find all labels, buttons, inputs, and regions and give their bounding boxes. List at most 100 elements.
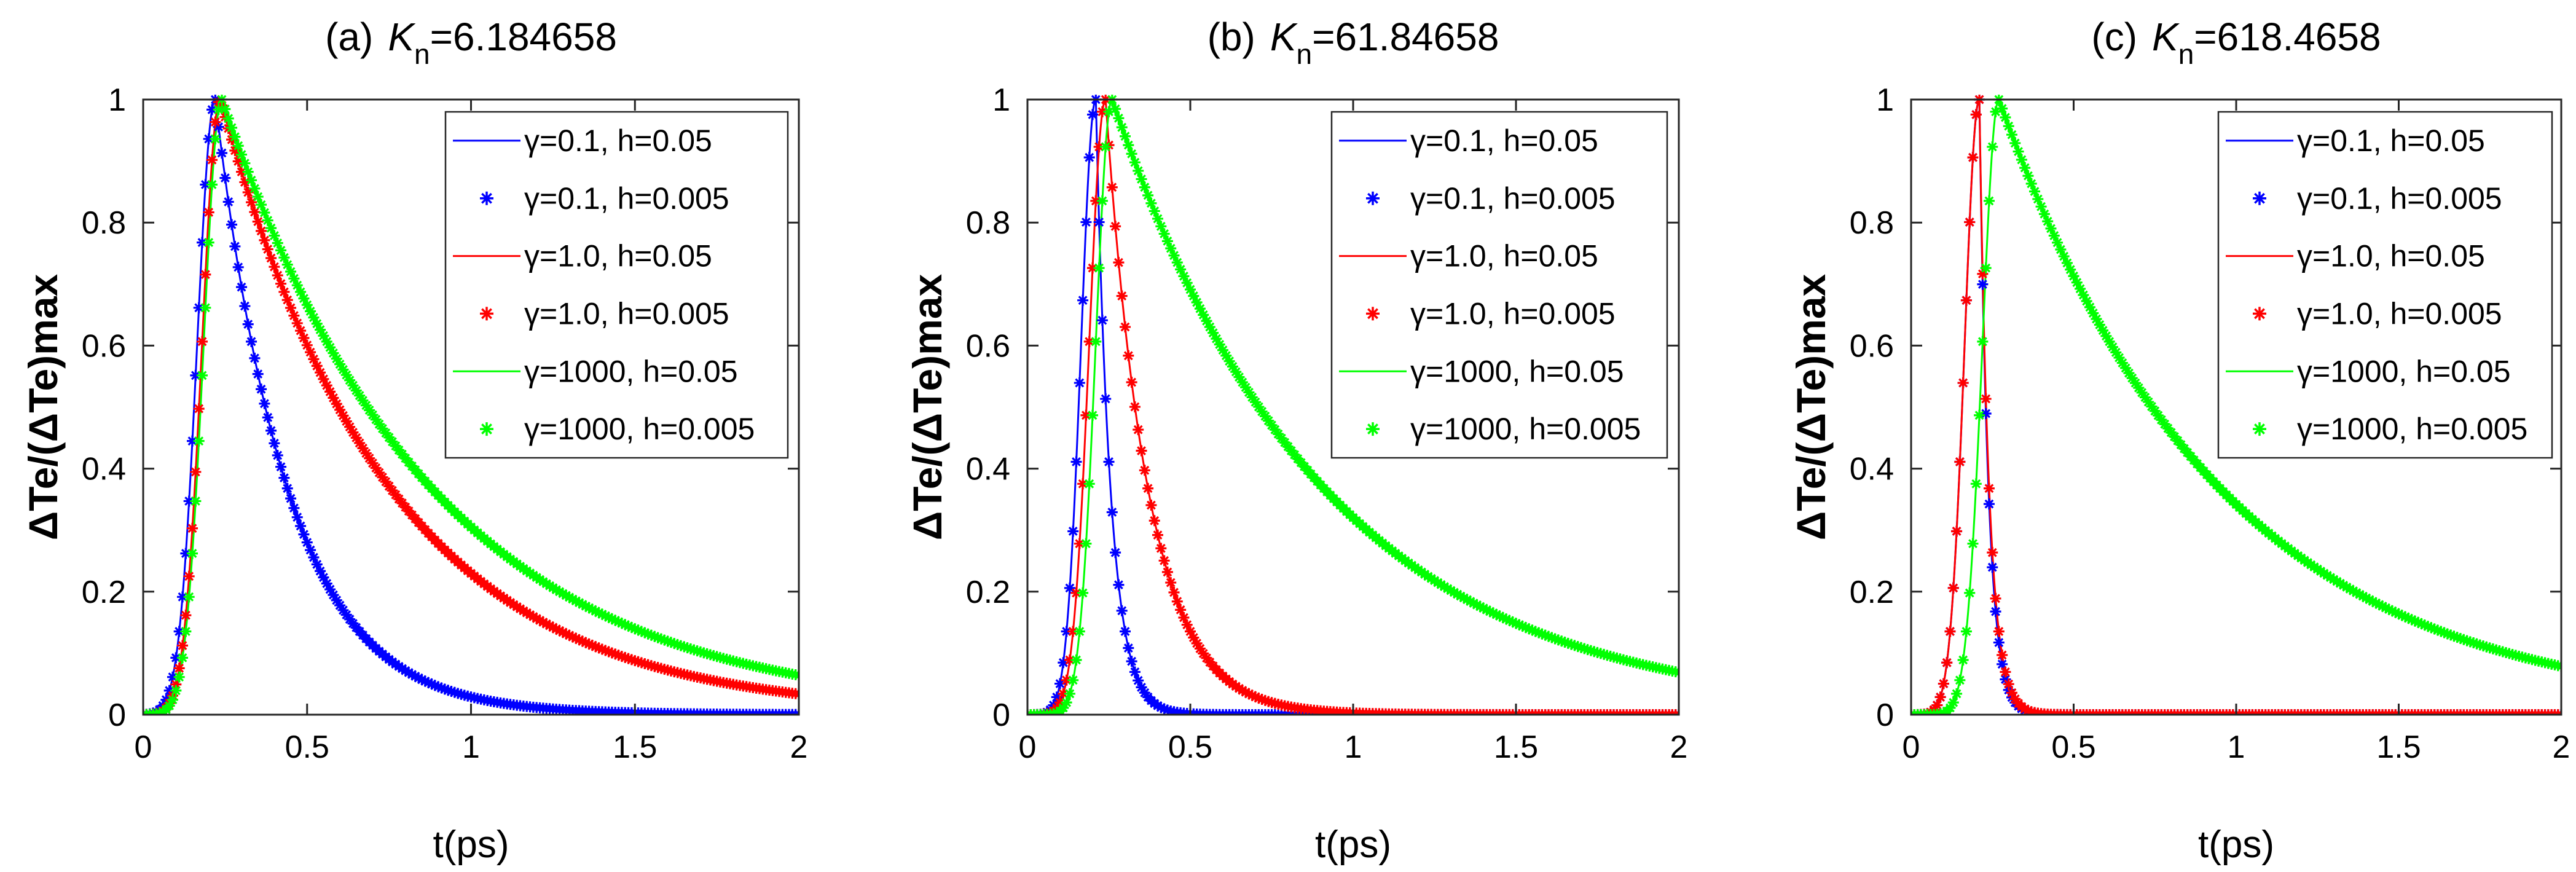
legend-marker-sample <box>2253 422 2266 436</box>
data-point <box>2425 622 2437 634</box>
data-point <box>337 604 349 616</box>
y-tick-label: 1 <box>992 82 1010 118</box>
data-point <box>2133 382 2145 394</box>
data-point <box>2383 603 2395 615</box>
data-point <box>616 651 627 662</box>
data-point <box>1256 406 1268 417</box>
data-point <box>1494 610 1506 622</box>
title-subscript: n <box>1297 38 1313 70</box>
data-point <box>449 686 460 698</box>
data-point <box>1074 626 1085 637</box>
legend: γ=0.1, h=0.05 γ=0.1, h=0.005 γ=1.0, h=0.05… <box>444 111 789 459</box>
data-point <box>665 637 677 648</box>
data-point <box>236 166 248 178</box>
data-point <box>334 600 346 611</box>
data-point <box>645 629 657 641</box>
data-point <box>2396 610 2408 621</box>
data-point <box>1259 694 1271 706</box>
data-point <box>1983 482 1995 494</box>
data-point <box>1478 602 1489 614</box>
data-point <box>259 398 270 409</box>
data-point <box>1142 189 1154 201</box>
data-point <box>2393 608 2405 619</box>
data-point <box>1208 327 1219 339</box>
data-point <box>213 121 224 133</box>
data-point <box>1941 657 1953 669</box>
data-point <box>321 380 332 391</box>
data-point <box>265 222 277 234</box>
data-point <box>1096 315 1108 326</box>
data-point <box>249 206 261 218</box>
data-point <box>193 435 205 447</box>
data-point <box>1974 409 1985 421</box>
legend-entry-label: γ=1.0, h=0.005 <box>1410 296 1616 331</box>
data-point <box>426 678 438 690</box>
data-point <box>1559 637 1571 648</box>
y-tick-label: 0 <box>992 697 1010 733</box>
data-point <box>1126 148 1137 160</box>
data-point <box>1090 195 1102 206</box>
data-point <box>2390 607 2401 618</box>
data-point <box>2461 635 2473 646</box>
data-point <box>170 685 182 696</box>
y-tick-label: 0.4 <box>82 452 126 487</box>
data-point <box>2432 624 2443 636</box>
data-point <box>340 415 352 427</box>
data-point <box>265 425 277 436</box>
data-point <box>1481 604 1493 616</box>
data-point <box>1165 577 1177 589</box>
data-point <box>610 615 621 626</box>
data-point <box>1243 387 1255 398</box>
data-point <box>1517 620 1528 632</box>
data-point <box>1214 339 1225 350</box>
data-point <box>167 671 179 683</box>
data-point <box>242 186 254 198</box>
data-point <box>1569 640 1581 651</box>
data-point <box>177 640 189 651</box>
data-point <box>1223 355 1235 367</box>
data-point <box>570 595 582 607</box>
data-point <box>2136 387 2148 398</box>
data-point <box>256 225 267 237</box>
data-point <box>190 369 202 381</box>
data-point <box>324 386 336 398</box>
data-point <box>2344 583 2356 595</box>
data-point <box>1188 290 1200 302</box>
x-tick-label: 2 <box>790 729 808 765</box>
legend-entry-label: γ=0.1, h=0.05 <box>524 124 712 158</box>
data-point <box>416 674 428 685</box>
data-point <box>1233 371 1245 383</box>
data-point <box>1468 597 1480 609</box>
data-point <box>2042 216 2054 227</box>
data-point <box>1990 592 2001 604</box>
series-markers-5 <box>1911 95 2561 715</box>
data-point <box>1087 262 1098 274</box>
data-point <box>344 421 356 433</box>
data-point <box>308 552 320 564</box>
data-point <box>1116 605 1128 616</box>
data-point <box>626 622 637 634</box>
data-point <box>187 522 198 534</box>
legend-marker-sample <box>2253 307 2266 321</box>
data-point <box>1103 456 1115 468</box>
data-point <box>1067 525 1079 537</box>
data-point <box>318 373 329 385</box>
data-point <box>1964 587 1976 599</box>
data-point <box>691 645 703 657</box>
data-point <box>2478 640 2489 652</box>
data-point <box>1983 498 1995 510</box>
data-point <box>1116 122 1128 133</box>
legend-entry-label: γ=0.1, h=0.05 <box>1410 124 1598 158</box>
data-point <box>1970 109 1982 120</box>
data-point <box>409 670 421 682</box>
data-point <box>1947 697 1959 709</box>
data-point <box>688 644 700 656</box>
data-point <box>1058 688 1069 699</box>
data-point <box>2025 178 2037 189</box>
data-point <box>1110 103 1121 115</box>
data-point <box>288 273 300 285</box>
data-point <box>1054 697 1066 709</box>
data-point <box>203 133 214 145</box>
data-point <box>2000 112 2011 124</box>
data-point <box>1067 674 1079 686</box>
